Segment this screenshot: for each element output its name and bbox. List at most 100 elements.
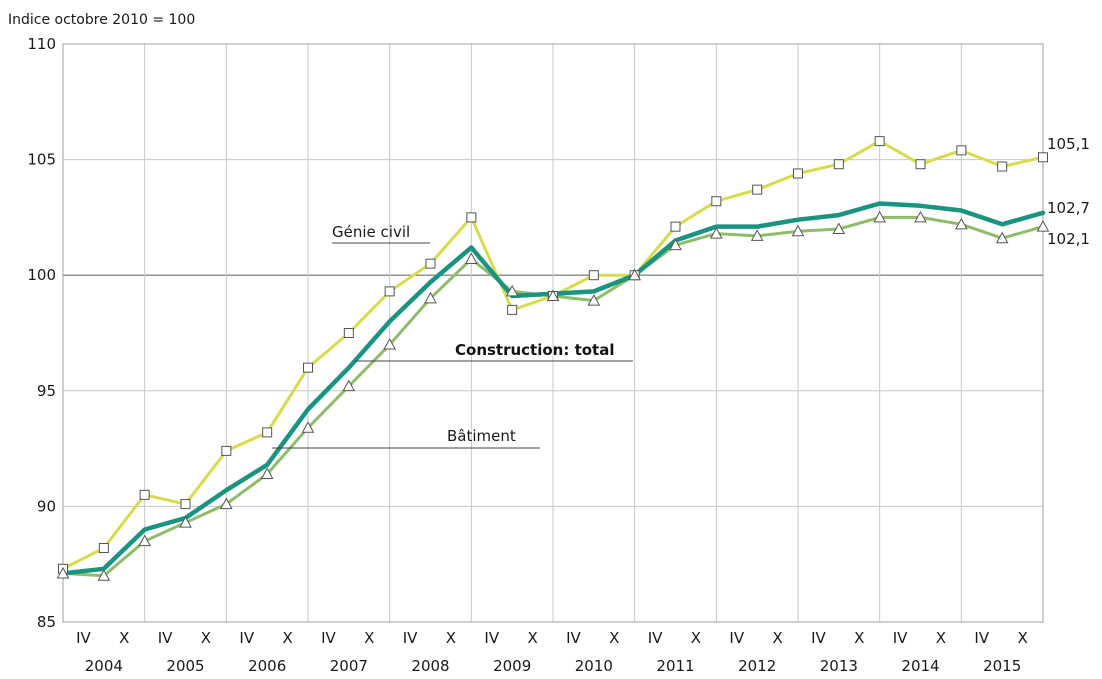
- data-point-square: [997, 161, 1008, 172]
- data-point-triangle: [1036, 220, 1050, 232]
- data-point-triangle: [791, 224, 805, 237]
- x-tick-label: IV: [729, 629, 744, 647]
- x-tick-label: IV: [403, 629, 418, 647]
- x-tick-label: IV: [76, 629, 91, 647]
- data-point-square: [425, 258, 436, 269]
- data-point-square: [670, 221, 681, 232]
- data-point-square: [262, 427, 273, 438]
- data-point-square: [98, 543, 109, 554]
- data-point-triangle: [383, 338, 397, 350]
- x-tick-label: X: [936, 629, 946, 647]
- plot-frame: [62, 43, 1044, 623]
- data-point-triangle: [342, 379, 356, 392]
- data-point-triangle: [669, 238, 682, 251]
- data-point-triangle: [219, 497, 233, 510]
- x-year-label: 2011: [656, 657, 694, 675]
- x-year-label: 2010: [575, 657, 613, 675]
- x-year-label: 2012: [738, 657, 776, 675]
- data-point-square: [139, 489, 150, 500]
- y-unit-label: Indice octobre 2010 = 100: [8, 12, 195, 28]
- data-point-triangle: [138, 534, 152, 547]
- data-point-triangle: [179, 516, 192, 528]
- x-tick-label: X: [282, 629, 292, 647]
- data-point-triangle: [832, 222, 846, 234]
- end-label-construction-total: 102,7: [1047, 199, 1090, 217]
- data-point-square: [833, 159, 844, 170]
- x-tick-label: IV: [484, 629, 499, 647]
- x-tick-label: IV: [158, 629, 173, 647]
- x-tick-label: X: [446, 629, 456, 647]
- data-point-triangle: [914, 210, 927, 223]
- data-point-square: [588, 270, 599, 281]
- x-year-label: 2013: [820, 657, 858, 675]
- data-point-square: [180, 499, 191, 510]
- x-tick-label: X: [201, 629, 211, 647]
- data-point-square: [874, 136, 885, 147]
- data-point-triangle: [995, 231, 1009, 244]
- data-point-triangle: [546, 289, 560, 302]
- y-axis-ticks: 85 90 95 100 105 110: [27, 35, 56, 631]
- x-year-label: 2008: [411, 657, 449, 675]
- x-year-label: 2005: [166, 657, 204, 675]
- series-label-batiment: Bâtiment: [447, 427, 516, 445]
- data-point-square: [793, 168, 803, 179]
- data-point-square: [466, 212, 477, 223]
- x-year-label: 2014: [901, 657, 939, 675]
- x-tick-label: IV: [974, 629, 989, 647]
- data-point-square: [1038, 152, 1048, 163]
- data-point-square: [343, 328, 354, 338]
- end-value-labels: 105,1 102,7 102,1: [1047, 135, 1090, 248]
- x-tick-label: X: [609, 629, 619, 647]
- data-point-triangle: [464, 252, 478, 265]
- data-point-triangle: [424, 291, 437, 304]
- data-point-square: [711, 196, 722, 207]
- data-point-triangle: [505, 284, 519, 297]
- x-tick-label: IV: [239, 629, 254, 647]
- x-tick-label: IV: [566, 629, 581, 647]
- x-year-label: 2015: [983, 657, 1021, 675]
- data-point-square: [956, 145, 967, 156]
- data-point-square: [221, 445, 232, 456]
- x-tick-label: X: [1017, 629, 1027, 647]
- data-point-triangle: [709, 227, 723, 239]
- x-tick-label: IV: [811, 629, 826, 647]
- data-point-square: [303, 362, 313, 373]
- data-point-square: [915, 159, 926, 170]
- data-point-triangle: [750, 229, 764, 241]
- x-tick-label: X: [364, 629, 374, 647]
- data-point-square: [752, 184, 763, 195]
- series-annotations: Génie civil Construction: total Bâtiment: [272, 223, 633, 449]
- data-point-square: [507, 304, 518, 315]
- x-year-label: 2004: [85, 657, 123, 675]
- data-point-triangle: [260, 467, 274, 480]
- x-tick-label: IV: [321, 629, 336, 647]
- y-tick-label: 100: [27, 266, 56, 284]
- y-tick-label: 85: [37, 613, 56, 631]
- data-point-triangle: [56, 566, 70, 579]
- x-axis-ticks: IV X IV X IV X IV X IV X IV X IV X IV X IV X IV X IV X IV X 2004…: [76, 629, 1028, 675]
- end-label-genie-civil: 105,1: [1047, 135, 1090, 153]
- x-year-label: 2009: [493, 657, 531, 675]
- x-tick-label: X: [772, 629, 782, 647]
- grid: [62, 43, 1044, 623]
- x-tick-label: X: [119, 629, 129, 647]
- x-year-label: 2006: [248, 657, 286, 675]
- data-point-triangle: [301, 421, 315, 433]
- data-point-triangle: [628, 268, 642, 281]
- series-label-genie-civil: Génie civil: [332, 223, 410, 241]
- x-tick-label: IV: [893, 629, 908, 647]
- x-tick-label: X: [527, 629, 537, 647]
- series-group: [56, 136, 1050, 581]
- x-tick-label: IV: [648, 629, 663, 647]
- data-point-triangle: [587, 294, 601, 306]
- y-tick-label: 105: [27, 151, 56, 169]
- y-tick-label: 90: [37, 497, 56, 515]
- y-tick-label: 110: [27, 35, 56, 53]
- data-point-triangle: [97, 569, 111, 581]
- x-year-label: 2007: [330, 657, 368, 675]
- x-tick-label: X: [691, 629, 701, 647]
- x-tick-label: X: [854, 629, 864, 647]
- series-label-construction-total: Construction: total: [455, 341, 615, 359]
- data-point-triangle: [873, 210, 887, 223]
